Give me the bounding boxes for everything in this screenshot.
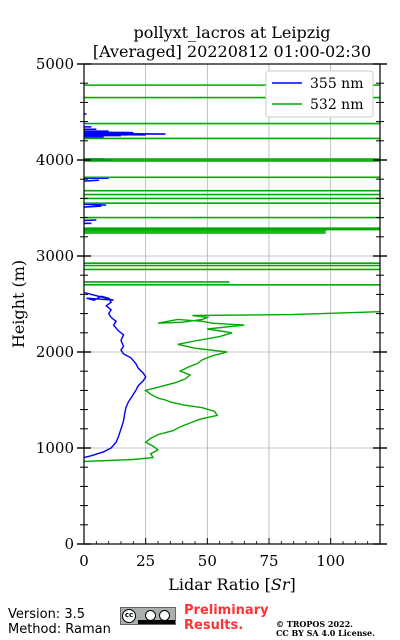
cc-icon: cc [122, 609, 136, 623]
chart-title: pollyxt_lacros at Leipzig [133, 23, 330, 42]
cc-license-badge: cc [120, 607, 176, 625]
footer-version: Version: 3.5 [8, 607, 85, 622]
x-axis-label-unit: Sr [271, 575, 291, 594]
series-layer [83, 84, 381, 463]
preliminary-line-1: Preliminary [184, 603, 269, 618]
grid-lines [84, 64, 380, 544]
series-segment-0 [83, 179, 99, 182]
x-tick-label: 100 [316, 552, 345, 570]
y-tick-label: 0 [64, 535, 74, 553]
copyright-line-2: CC BY SA 4.0 License. [276, 628, 375, 638]
x-tick-label: 75 [259, 552, 278, 570]
series-line-1 [83, 311, 381, 463]
copyright-line-1: © TROPOS 2022. [276, 619, 353, 629]
legend-label-355: 355 nm [310, 76, 363, 92]
y-tick-label: 1000 [36, 439, 74, 457]
footer-method: Method: Raman [8, 622, 111, 637]
x-tick-label: 50 [198, 552, 217, 570]
x-axis-label: Lidar Ratio [Sr] [168, 575, 296, 594]
lidar-ratio-chart: pollyxt_lacros at Leipzig [Averaged] 202… [9, 23, 387, 594]
chart-subtitle: [Averaged] 20220812 01:00-02:30 [93, 42, 371, 61]
x-axis-label-text: Lidar Ratio [ [168, 575, 271, 594]
series-line-0 [83, 291, 147, 459]
y-tick-label: 4000 [36, 151, 74, 169]
y-axis-label: Height (m) [9, 260, 28, 348]
preliminary-line-2: Results. [184, 618, 244, 633]
copyright-notice: © TROPOS 2022. CC BY SA 4.0 License. [276, 620, 375, 638]
y-tick-label: 5000 [36, 55, 74, 73]
preliminary-notice: Preliminary Results. [184, 603, 284, 633]
x-tick-label: 0 [79, 552, 89, 570]
x-axis-label-close: ] [290, 575, 296, 594]
plot-frame [83, 63, 381, 545]
y-tick-label: 3000 [36, 247, 74, 265]
y-tick-label: 2000 [36, 343, 74, 361]
legend-label-532: 532 nm [310, 97, 363, 113]
legend: 355 nm 532 nm [265, 70, 374, 118]
x-tick-label: 25 [136, 552, 155, 570]
badge-strip [138, 620, 175, 624]
series-segment-0 [83, 203, 107, 206]
series-segment-0 [83, 205, 102, 208]
